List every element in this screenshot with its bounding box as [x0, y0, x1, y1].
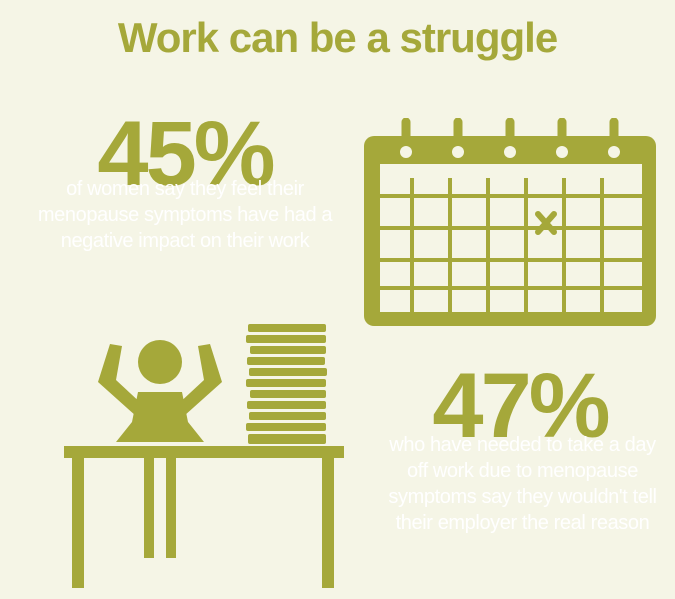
paper-stack-icon — [246, 324, 327, 444]
calendar-icon — [364, 118, 656, 326]
stat-2-value: 47% — [432, 355, 610, 457]
stat-1-value: 45% — [97, 103, 275, 205]
page-title: Work can be a struggle — [117, 14, 558, 61]
woman-at-desk-icon — [64, 324, 344, 588]
stat-2-description: who have needed to take a day off work d… — [388, 434, 657, 534]
stat-1-description: of women say they feel their menopause s… — [37, 178, 333, 252]
